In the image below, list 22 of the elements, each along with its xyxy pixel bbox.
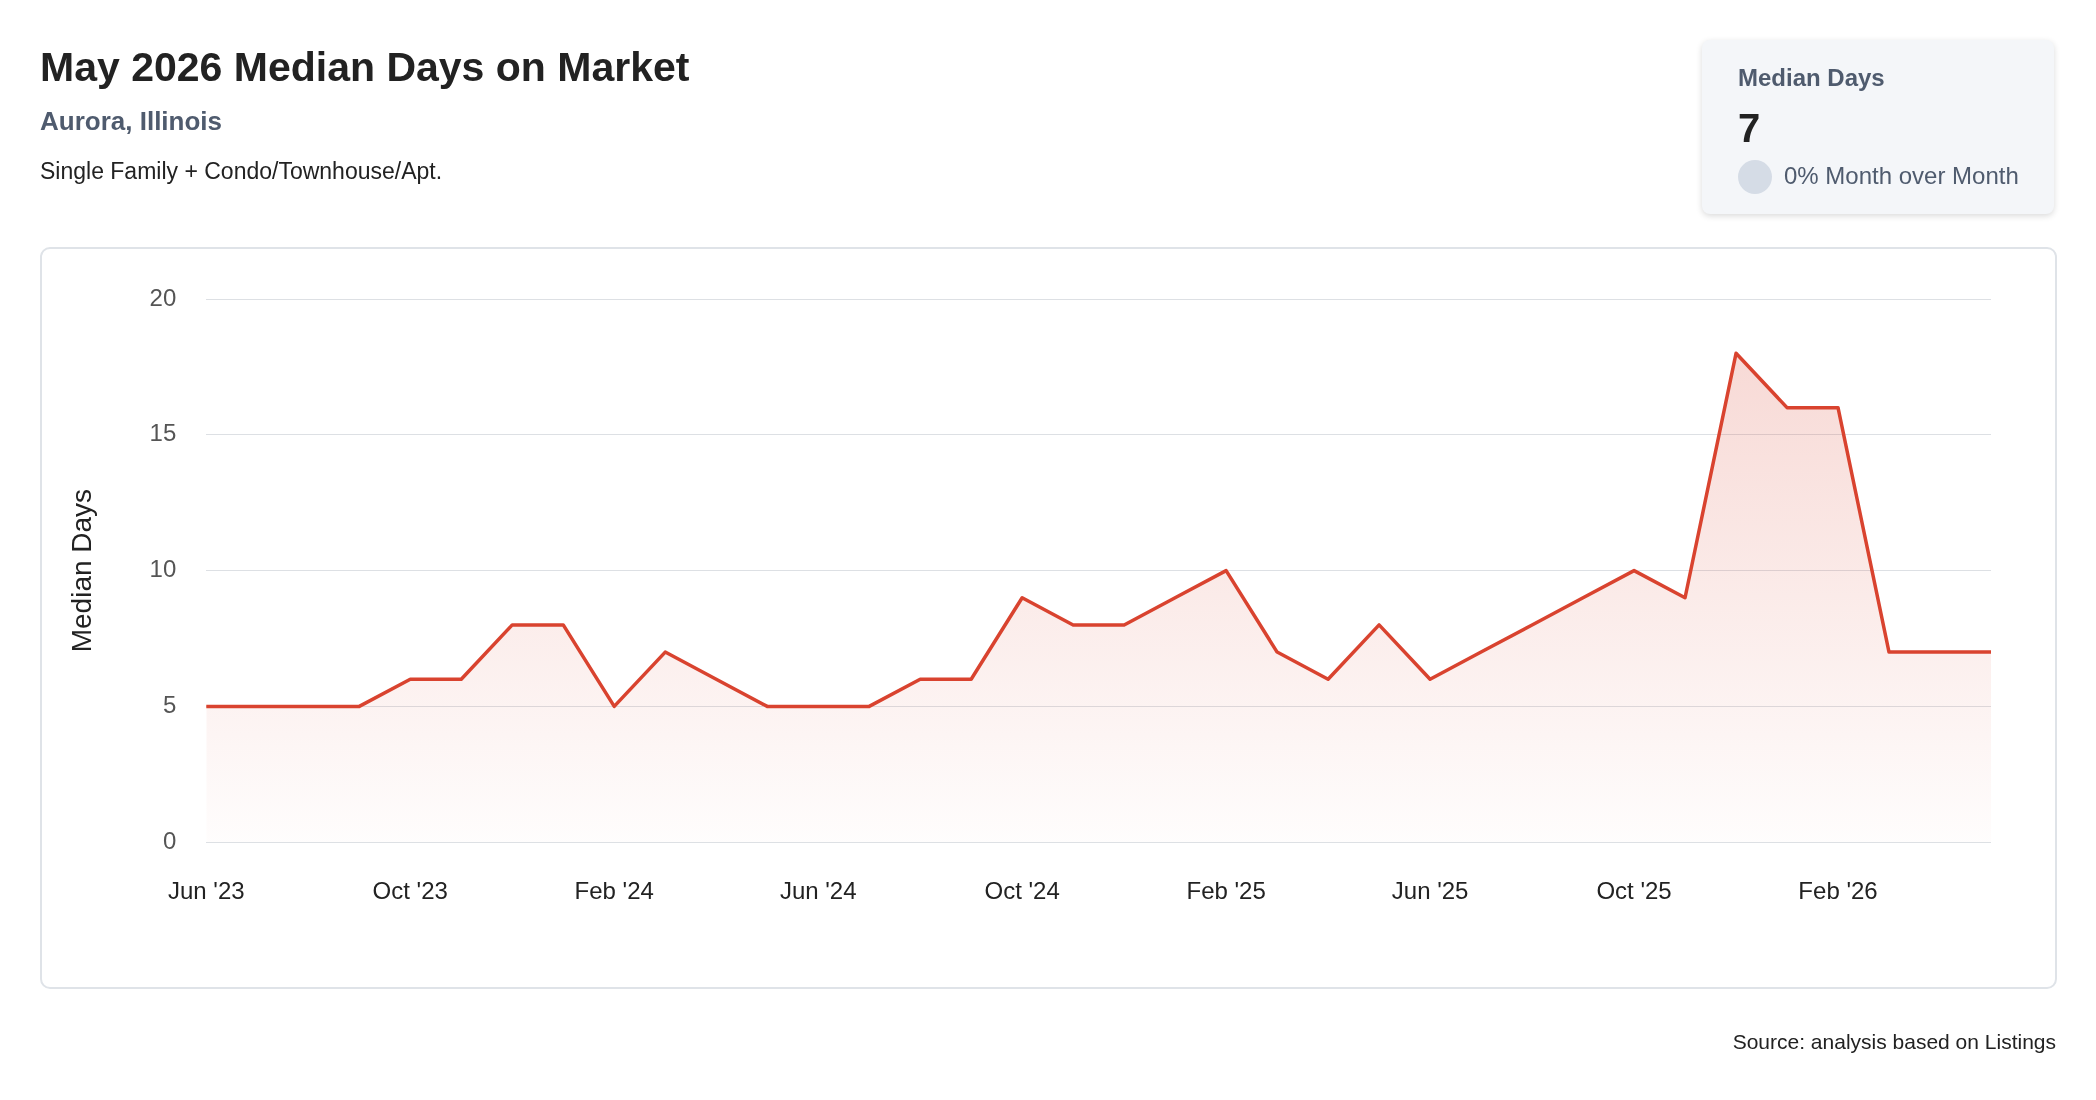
- y-tick-label: 0: [162, 826, 177, 854]
- y-axis-title: Median Days: [65, 488, 97, 653]
- source-note: Source: analysis based on Listings: [1732, 1030, 2056, 1054]
- chart-subtitle: Aurora, Illinois: [40, 106, 223, 137]
- y-tick-label: 20: [149, 283, 177, 311]
- x-tick-label: Oct '23: [372, 877, 448, 905]
- x-tick-label: Jun '24: [779, 877, 857, 905]
- text: 0% Month over Month: [1784, 162, 2019, 190]
- x-tick-label: Jun '23: [167, 877, 245, 905]
- text: Single Family + Condo/Townhouse/Apt.: [40, 158, 443, 185]
- y-tick-label: 15: [149, 419, 177, 447]
- y-tick-label: 10: [149, 555, 177, 583]
- chart-title: May 2026 Median Days on Market: [40, 44, 690, 91]
- x-tick-label: Oct '24: [984, 877, 1060, 905]
- y-tick-label: 5: [162, 691, 177, 719]
- text: 7: [1738, 106, 1761, 151]
- x-tick-label: Feb '25: [1186, 877, 1266, 905]
- x-tick-label: Feb '26: [1798, 877, 1878, 905]
- x-tick-label: Jun '25: [1391, 877, 1469, 905]
- x-tick-label: Feb '24: [574, 877, 654, 905]
- x-tick-label: Oct '25: [1596, 877, 1672, 905]
- text: Median Days: [1738, 64, 1885, 92]
